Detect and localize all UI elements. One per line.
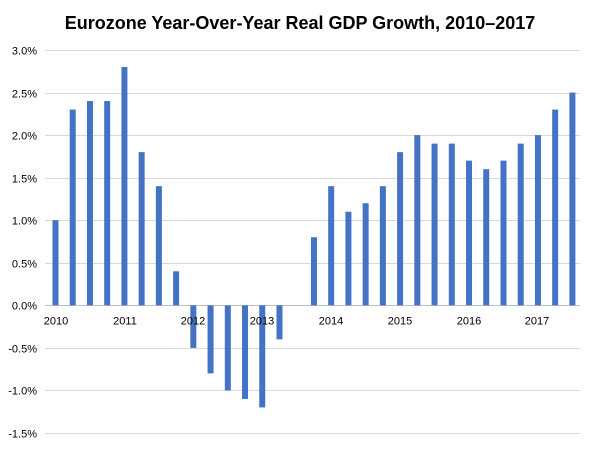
- bar: [379, 186, 386, 306]
- y-tick-label: 0.5%: [12, 259, 37, 271]
- bar: [552, 109, 559, 306]
- chart-title: Eurozone Year-Over-Year Real GDP Growth,…: [65, 13, 536, 33]
- bar: [52, 220, 59, 306]
- bar: [242, 305, 249, 399]
- bar: [517, 143, 524, 306]
- y-tick-label: 3.0%: [12, 46, 37, 58]
- bar: [431, 143, 438, 306]
- y-tick-label: 0.0%: [12, 301, 37, 313]
- bar: [86, 101, 93, 306]
- y-tick-label: -1.5%: [8, 429, 37, 441]
- x-year-label: 2010: [44, 315, 68, 327]
- x-year-label: 2012: [181, 315, 205, 327]
- bar: [190, 305, 197, 348]
- bar: [569, 92, 576, 306]
- bar: [69, 109, 76, 306]
- bar: [362, 203, 369, 306]
- y-tick-label: 2.5%: [12, 89, 37, 101]
- y-tick-label: 1.0%: [12, 216, 37, 228]
- x-axis-year-labels: 2010 2011 2012 2013 2014 2015 2016 2017: [44, 315, 549, 327]
- bar: [483, 169, 490, 306]
- bar: [104, 101, 111, 306]
- bar: [448, 143, 455, 306]
- y-tick-label: -1.0%: [8, 386, 37, 398]
- bar: [534, 135, 541, 306]
- y-tick-label: -0.5%: [8, 344, 37, 356]
- y-tick-label: 1.5%: [12, 174, 37, 186]
- x-year-label: 2017: [525, 315, 549, 327]
- bar: [414, 135, 421, 306]
- bar: [328, 186, 335, 306]
- y-tick-label: 2.0%: [12, 131, 37, 143]
- bar: [224, 305, 231, 391]
- bar: [500, 160, 507, 306]
- x-year-label: 2011: [113, 315, 137, 327]
- x-year-label: 2015: [388, 315, 412, 327]
- bar: [345, 211, 352, 306]
- bar: [155, 186, 162, 306]
- bar: [121, 67, 128, 306]
- bar: [397, 152, 404, 306]
- bar: [207, 305, 214, 374]
- bar: [276, 305, 283, 340]
- bar: [173, 271, 180, 306]
- x-year-label: 2014: [319, 315, 343, 327]
- bar: [310, 237, 317, 306]
- bar: [466, 160, 473, 306]
- bar: [138, 152, 145, 306]
- bar: [259, 305, 266, 408]
- y-axis-tick-labels: 3.0% 2.5% 2.0% 1.5% 1.0% 0.5% 0.0% -0.5% -1.0% -1…: [8, 46, 37, 441]
- bars: [52, 67, 576, 408]
- x-year-label: 2016: [457, 315, 481, 327]
- x-year-label: 2013: [250, 315, 274, 327]
